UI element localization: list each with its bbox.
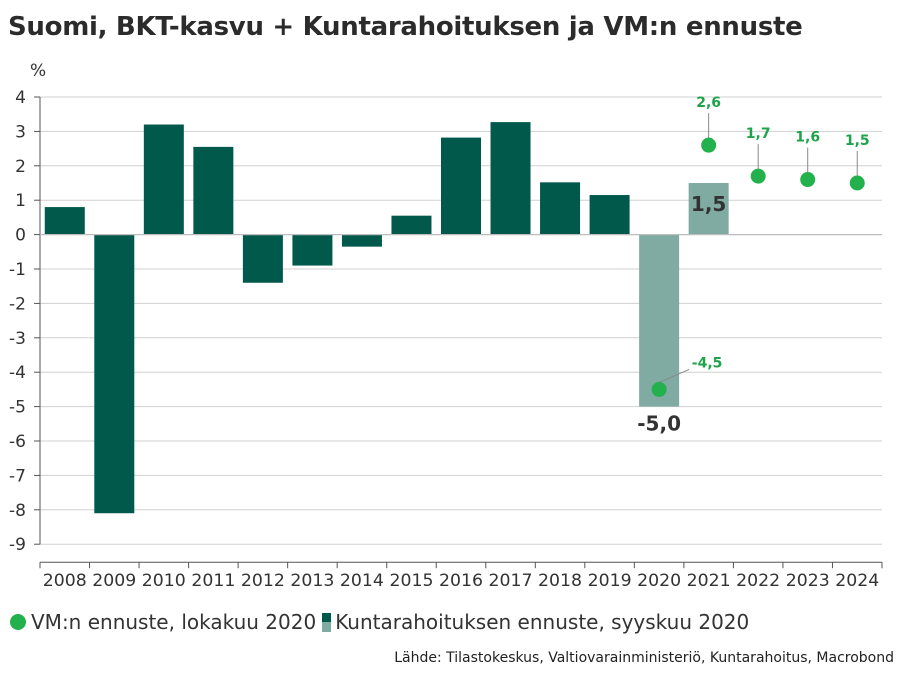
y-tick-label: -4 [9, 363, 26, 383]
y-tick-label: 0 [15, 226, 26, 246]
forecast-dot [849, 175, 865, 191]
bar [94, 234, 135, 514]
forecast-dots: -4,5 2,6 1,7 1,6 1,5 [651, 95, 870, 397]
y-tick-label: -9 [9, 535, 26, 555]
legend: VM:n ennuste, lokakuu 2020 Kuntarahoituk… [10, 610, 749, 634]
forecast-dot-label: 2,6 [696, 95, 721, 111]
y-tick-label: -3 [9, 329, 26, 349]
bar [341, 234, 382, 247]
forecast-dot-label: -4,5 [692, 355, 723, 371]
legend-bar-label: Kuntarahoituksen ennuste, syyskuu 2020 [335, 610, 750, 634]
legend-bar-icon [322, 612, 332, 632]
x-tick-label: 2020 [637, 571, 681, 591]
x-tick-label: 2018 [538, 571, 582, 591]
x-tick-label: 2013 [290, 571, 334, 591]
x-tick-label: 2022 [736, 571, 780, 591]
forecast-bar-label: -5,0 [637, 412, 681, 436]
x-tick-label: 2015 [389, 571, 433, 591]
legend-dot-icon [10, 614, 26, 630]
x-tick-label: 2014 [340, 571, 384, 591]
forecast-dot [651, 381, 667, 397]
chart-title: Suomi, BKT-kasvu + Kuntarahoituksen ja V… [8, 12, 803, 42]
x-tick-label: 2012 [241, 571, 285, 591]
x-tick-label: 2016 [439, 571, 483, 591]
y-tick-label: 2 [15, 157, 26, 177]
y-axis-unit: % [30, 61, 46, 81]
legend-dot-label: VM:n ennuste, lokakuu 2020 [31, 610, 317, 634]
x-tick-label: 2023 [786, 571, 830, 591]
forecast-dot-label: 1,7 [746, 126, 771, 142]
y-tick-label: -1 [9, 260, 26, 280]
y-tick-label: 3 [15, 122, 26, 142]
bar [292, 234, 333, 266]
y-tick-label: -7 [9, 466, 26, 486]
x-tick-label: 2009 [92, 571, 136, 591]
bar [242, 234, 283, 283]
forecast-dot [701, 137, 717, 153]
bar [490, 122, 531, 235]
y-tick-label: -5 [9, 398, 26, 418]
x-tick-label: 2008 [43, 571, 87, 591]
x-axis: 2008 2009 2010 2011 2012 2013 2014 2015 2016 2017… [39, 234, 883, 591]
forecast-bar-label: 1,5 [691, 192, 726, 216]
bar [143, 124, 184, 235]
source-note: Lähde: Tilastokeskus, Valtiovarainminist… [394, 650, 894, 666]
y-tick-label: 4 [15, 88, 26, 108]
forecast-dot-label: 1,6 [795, 130, 820, 146]
bars [44, 122, 729, 514]
bar [540, 182, 581, 235]
x-tick-label: 2011 [191, 571, 235, 591]
bar [589, 195, 630, 235]
bar [193, 146, 234, 235]
x-tick-label: 2024 [835, 571, 879, 591]
forecast-dot [800, 172, 816, 188]
x-tick-label: 2019 [588, 571, 632, 591]
data-labels: -5,0 1,5 [637, 192, 726, 436]
bar [441, 137, 481, 235]
x-tick-label: 2010 [142, 571, 186, 591]
y-tick-label: -8 [9, 501, 26, 521]
dot-leader-line [658, 368, 690, 383]
bar [44, 207, 85, 235]
bar [391, 215, 432, 235]
y-tick-label: 1 [15, 191, 26, 211]
forecast-bar [688, 183, 729, 235]
y-tick-label: -6 [9, 432, 26, 452]
x-tick-label: 2021 [687, 571, 731, 591]
forecast-dot [750, 168, 766, 184]
forecast-bar [639, 234, 680, 407]
x-tick-label: 2017 [489, 571, 533, 591]
y-axis: 4 3 2 1 0 -1 -2 -3 -4 -5 -6 -7 -8 -9 [9, 88, 41, 555]
forecast-dot-label: 1,5 [845, 133, 870, 149]
y-tick-label: -2 [9, 294, 26, 314]
